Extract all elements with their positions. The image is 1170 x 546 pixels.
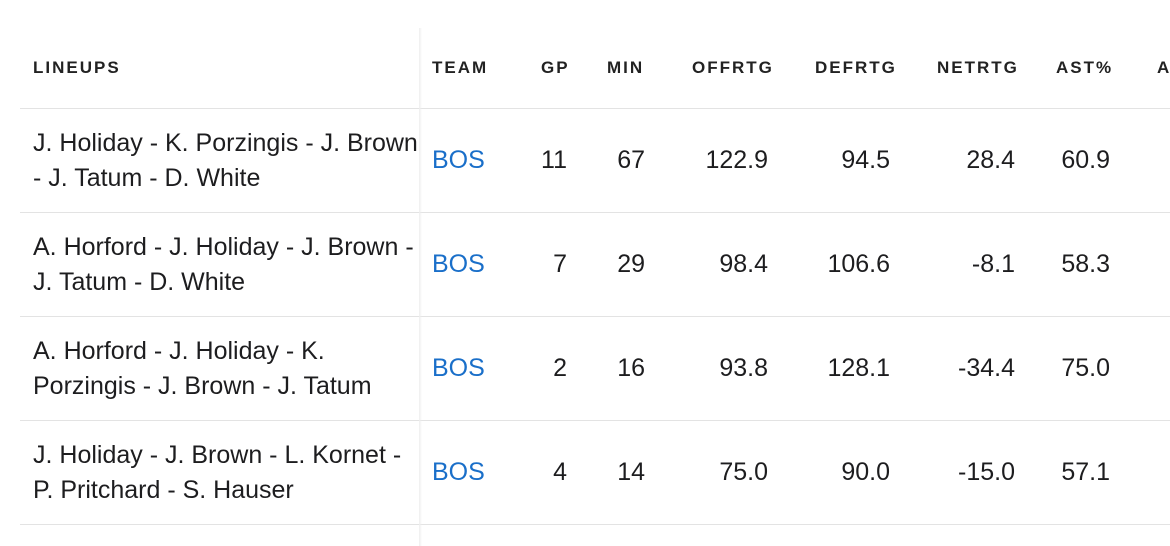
ast-pct-cell: 57.1 xyxy=(1061,458,1110,486)
column-header-ast-pct[interactable]: AST% xyxy=(1056,58,1114,77)
column-header-netrtg[interactable]: NETRTG xyxy=(937,58,1019,77)
team-link[interactable]: BOS xyxy=(432,354,485,382)
offrtg-cell: 75.0 xyxy=(719,458,768,486)
netrtg-cell: -8.1 xyxy=(971,250,1015,278)
column-header-min[interactable]: MIN xyxy=(607,58,645,77)
offrtg-cell: 98.4 xyxy=(719,250,768,278)
column-header-offrtg[interactable]: OFFRTG xyxy=(692,58,774,77)
ast-pct-cell: 60.9 xyxy=(1061,146,1110,174)
min-cell: 67 xyxy=(617,146,645,174)
column-header-gp[interactable]: GP xyxy=(541,58,570,77)
column-header-team[interactable]: TEAM xyxy=(432,58,489,77)
table-row: A. Horford - J. Holiday - J. Brown - J. … xyxy=(20,212,1170,316)
defrtg-cell: 128.1 xyxy=(827,354,890,382)
column-header-next-truncated[interactable]: A xyxy=(1157,58,1170,77)
row-divider xyxy=(20,524,1170,525)
defrtg-cell: 94.5 xyxy=(841,146,890,174)
table-row: A. Horford - J. Holiday - K. Porzingis -… xyxy=(20,316,1170,420)
gp-cell: 2 xyxy=(553,354,567,382)
offrtg-cell: 122.9 xyxy=(705,146,768,174)
column-header-lineups[interactable]: LINEUPS xyxy=(33,58,121,77)
lineup-cell: A. Horford - J. Holiday - J. Brown - J. … xyxy=(33,232,414,296)
lineup-cell: J. Holiday - J. Brown - L. Kornet - P. P… xyxy=(33,440,402,504)
netrtg-cell: -15.0 xyxy=(958,458,1015,486)
sticky-column-shadow xyxy=(419,28,422,546)
column-header-defrtg[interactable]: DEFRTG xyxy=(815,58,897,77)
netrtg-cell: -34.4 xyxy=(958,354,1015,382)
netrtg-cell: 28.4 xyxy=(966,146,1015,174)
min-cell: 29 xyxy=(617,250,645,278)
gp-cell: 7 xyxy=(553,250,567,278)
defrtg-cell: 106.6 xyxy=(827,250,890,278)
ast-pct-cell: 58.3 xyxy=(1061,250,1110,278)
team-link[interactable]: BOS xyxy=(432,146,485,174)
gp-cell: 11 xyxy=(541,146,567,174)
lineup-cell: A. Horford - J. Holiday - K. Porzingis -… xyxy=(33,336,372,400)
lineup-cell: J. Holiday - K. Porzingis - J. Brown - J… xyxy=(33,128,418,192)
table-row: J. Holiday - J. Brown - L. Kornet - P. P… xyxy=(20,420,1170,524)
team-link[interactable]: BOS xyxy=(432,458,485,486)
table-row: J. Holiday - K. Porzingis - J. Brown - J… xyxy=(20,108,1170,212)
offrtg-cell: 93.8 xyxy=(719,354,768,382)
gp-cell: 4 xyxy=(553,458,567,486)
ast-pct-cell: 75.0 xyxy=(1061,354,1110,382)
min-cell: 16 xyxy=(617,354,645,382)
table-header-row: LINEUPS TEAM GP MIN OFFRTG DEFRTG NETRTG… xyxy=(20,28,1170,108)
team-link[interactable]: BOS xyxy=(432,250,485,278)
min-cell: 14 xyxy=(617,458,645,486)
defrtg-cell: 90.0 xyxy=(841,458,890,486)
